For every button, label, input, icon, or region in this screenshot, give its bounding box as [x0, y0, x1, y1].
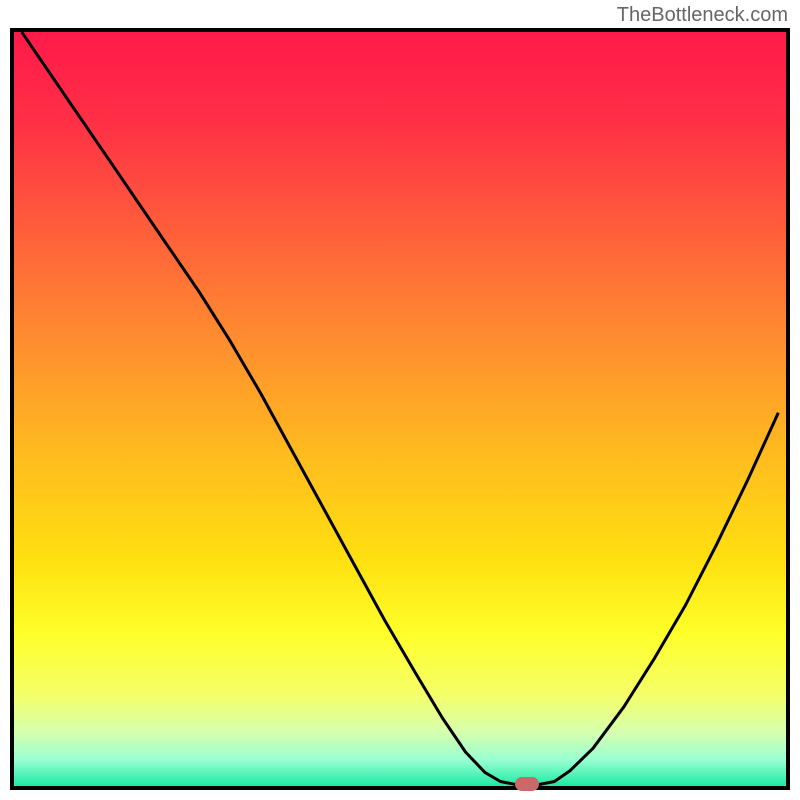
- chart-frame: [10, 28, 790, 790]
- watermark-text: TheBottleneck.com: [617, 4, 788, 27]
- optimal-point-marker: [515, 777, 539, 791]
- bottleneck-curve: [14, 32, 786, 786]
